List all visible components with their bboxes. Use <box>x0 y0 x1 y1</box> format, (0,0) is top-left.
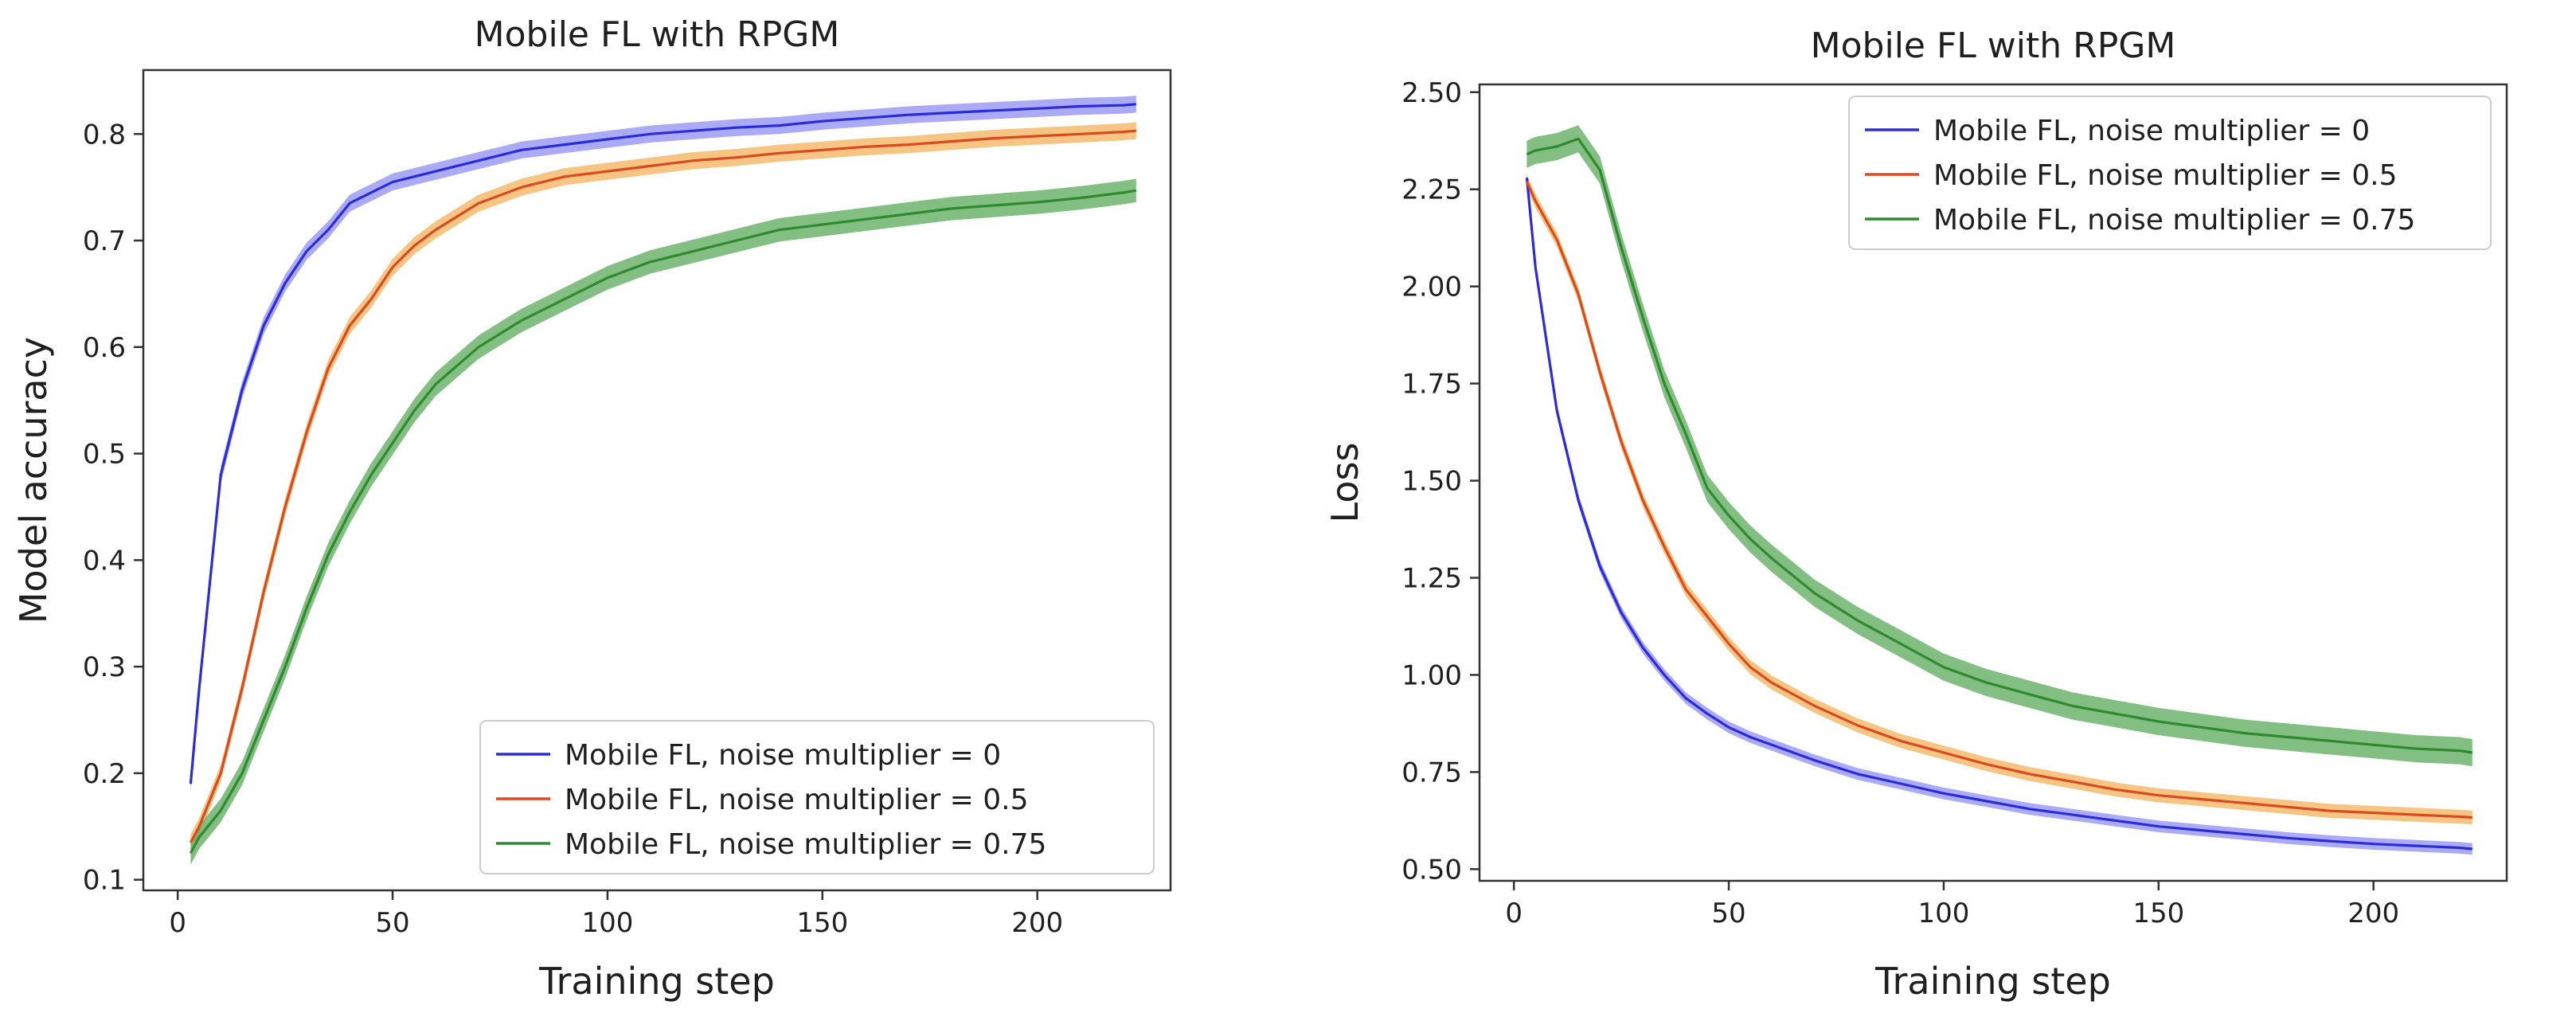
legend: Mobile FL, noise multiplier = 0 Mobile FL… <box>479 720 1155 874</box>
series-line-3 <box>1526 137 2473 754</box>
series-line-1 <box>189 103 1136 784</box>
y-axis-label: Loss <box>1323 443 1366 523</box>
y-tick-label: 0.1 <box>83 865 126 897</box>
y-tick-label: 2.50 <box>1401 77 1462 109</box>
chart-title: Mobile FL with RPGM <box>1811 25 2176 66</box>
y-tick-label: 1.75 <box>1401 369 1462 401</box>
y-axis-label: Model accuracy <box>12 337 55 624</box>
y-tick-label: 0.2 <box>83 758 126 790</box>
series-line-2 <box>189 129 1136 843</box>
x-tick-label: 150 <box>796 907 848 939</box>
y-tick-label: 1.25 <box>1401 563 1462 595</box>
legend-label-3: Mobile FL, noise multiplier = 0.75 <box>565 828 1046 861</box>
y-tick-label: 0.3 <box>83 651 126 683</box>
legend-label-2: Mobile FL, noise multiplier = 0.5 <box>565 784 1029 816</box>
y-tick-label: 0.50 <box>1401 854 1462 886</box>
legend-box <box>479 720 1155 874</box>
y-tick-label: 1.00 <box>1401 659 1462 691</box>
series-line-3 <box>189 189 1137 854</box>
x-axis-label: Training step <box>538 960 775 1003</box>
plot-frame <box>1478 83 2508 882</box>
legend-box <box>1848 96 2492 250</box>
x-tick-label: 0 <box>169 907 186 939</box>
x-axis-label: Training step <box>1874 960 2111 1003</box>
x-tick-label: 0 <box>1505 898 1523 929</box>
legend-label-1: Mobile FL, noise multiplier = 0 <box>565 739 1001 772</box>
x-tick-label: 100 <box>581 907 633 939</box>
y-tick-label: 2.25 <box>1401 174 1462 206</box>
legend-label-2: Mobile FL, noise multiplier = 0.5 <box>1933 159 2398 192</box>
series-line-1 <box>1525 177 2472 851</box>
legend-label-1: Mobile FL, noise multiplier = 0 <box>1933 115 2370 147</box>
x-tick-label: 50 <box>1711 898 1745 929</box>
y-tick-label: 0.8 <box>83 119 126 151</box>
y-tick-label: 0.7 <box>83 225 126 257</box>
chart-1: Mobile FL with RPGM 0 50 100 150 200 0.1 0.2 0.3… <box>12 14 1172 1003</box>
y-tick-label: 2.00 <box>1401 272 1462 303</box>
x-tick-label: 150 <box>2132 898 2184 929</box>
x-tick-label: 200 <box>2347 898 2399 929</box>
y-tick-label: 0.75 <box>1401 757 1462 788</box>
y-tick-label: 0.4 <box>83 545 126 577</box>
x-tick-label: 200 <box>1011 907 1063 939</box>
plot-frame <box>142 68 1172 892</box>
x-tick-label: 100 <box>1917 898 1969 929</box>
legend-label-3: Mobile FL, noise multiplier = 0.75 <box>1933 204 2415 237</box>
chart-2: Mobile FL with RPGM 0 50 100 150 200 0.50 0.75 1… <box>1323 25 2508 1003</box>
legend: Mobile FL, noise multiplier = 0 Mobile FL… <box>1848 96 2492 250</box>
series-line-2 <box>1525 181 2472 819</box>
chart-title: Mobile FL with RPGM <box>475 14 840 55</box>
series-band-2 <box>1526 174 2472 825</box>
x-tick-label: 50 <box>375 907 409 939</box>
y-tick-label: 0.6 <box>83 332 126 364</box>
y-tick-label: 0.5 <box>83 439 126 471</box>
y-tick-label: 1.50 <box>1401 466 1462 498</box>
